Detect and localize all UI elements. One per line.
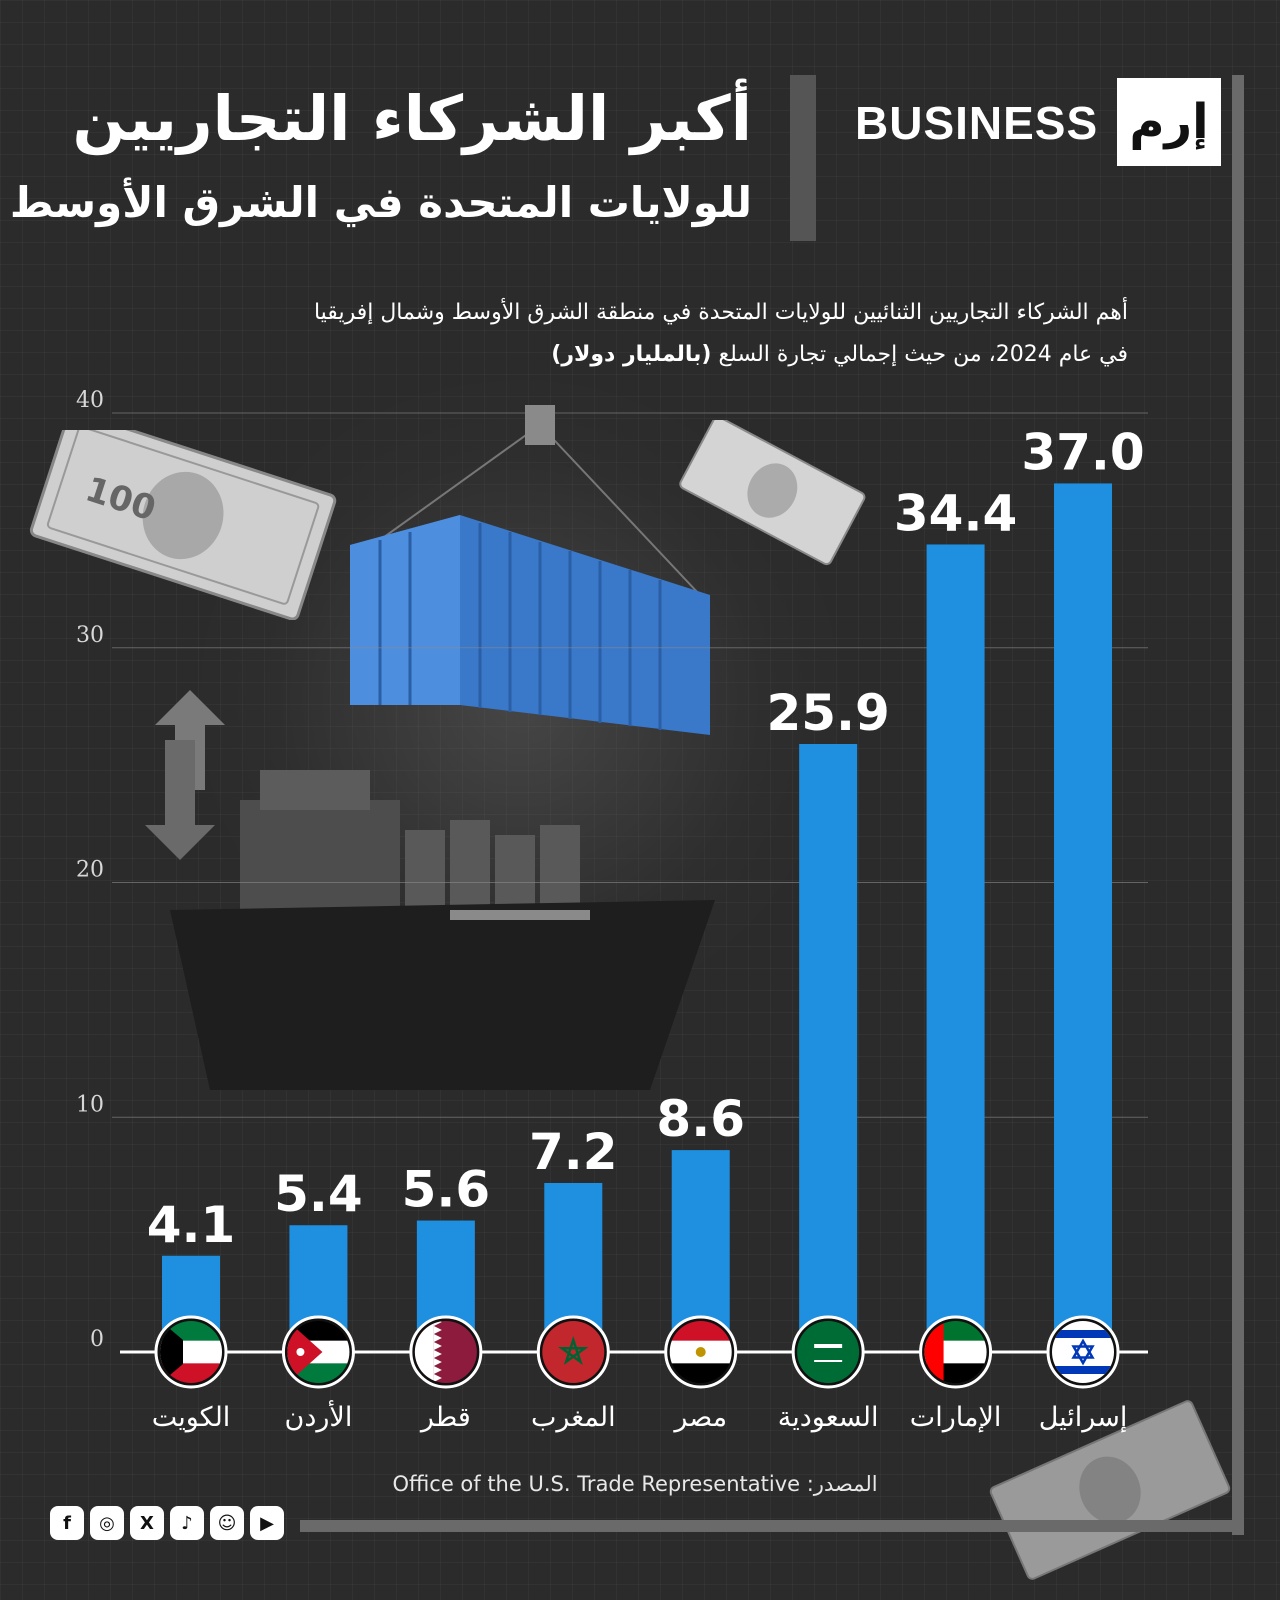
description-unit: (بالمليار دولار) [551, 342, 712, 367]
cargo-ship-illustration [170, 770, 715, 1090]
description-line-2: في عام 2024، من حيث إجمالي تجارة السلع (… [108, 334, 1128, 376]
x-tick-label: إسرائيل [1039, 1402, 1128, 1433]
data-label: 5.4 [274, 1165, 363, 1223]
bar [799, 743, 858, 1352]
x-tick-label: الأردن [285, 1399, 353, 1433]
facebook-icon[interactable]: f [50, 1506, 84, 1540]
x-icon[interactable]: X [130, 1506, 164, 1540]
x-tick-label: المغرب [531, 1402, 616, 1433]
y-tick-label: 20 [76, 858, 104, 883]
uae-flag [919, 1315, 993, 1389]
youtube-icon[interactable]: ▶ [250, 1506, 284, 1540]
description-line-2-text: في عام 2024، من حيث إجمالي تجارة السلع [711, 342, 1128, 367]
x-tick-label: الكويت [152, 1402, 231, 1433]
jordan-flag [281, 1315, 355, 1389]
frame-bottom [300, 1520, 1244, 1532]
banknote-illustration: 100 [29, 430, 337, 620]
morocco-flag [536, 1315, 610, 1389]
brand-name: BUSINESS [855, 97, 1099, 149]
y-tick-label: 30 [76, 623, 104, 648]
brand-logo: BUSINESS إرم [855, 78, 1225, 166]
y-tick-label: 10 [76, 1092, 104, 1117]
israel-flag [1046, 1315, 1120, 1389]
data-label: 37.0 [1021, 423, 1144, 481]
page-subtitle: للولايات المتحدة في الشرق الأوسط [9, 178, 752, 227]
data-label: 25.9 [766, 684, 889, 742]
data-label: 8.6 [656, 1090, 745, 1148]
tiktok-icon[interactable]: ♪ [170, 1506, 204, 1540]
bar [926, 544, 985, 1352]
data-label: 34.4 [894, 484, 1017, 542]
trade-arrows-illustration [145, 690, 225, 860]
frame-right [1232, 75, 1244, 1535]
source-note: المصدر: Office of the U.S. Trade Represe… [392, 1472, 878, 1496]
snapchat-icon[interactable]: ☺ [210, 1506, 244, 1540]
bar [1054, 483, 1113, 1352]
x-tick-label: مصر [672, 1402, 727, 1433]
header-divider [790, 75, 816, 241]
data-label: 5.6 [402, 1161, 491, 1219]
banknote-illustration-3 [989, 1400, 1231, 1580]
banknote-illustration-2 [679, 420, 866, 566]
social-links: f ◎ X ♪ ☺ ▶ [50, 1506, 284, 1540]
egypt-flag [664, 1315, 738, 1389]
saudi-flag [791, 1315, 865, 1389]
instagram-icon[interactable]: ◎ [90, 1506, 124, 1540]
chart-description: أهم الشركاء التجاريين الثنائيين للولايات… [108, 292, 1128, 376]
data-label: 7.2 [529, 1123, 618, 1181]
data-label: 4.1 [147, 1196, 236, 1254]
y-tick-label: 0 [90, 1327, 104, 1352]
y-tick-label: 40 [76, 388, 104, 413]
x-tick-label: السعودية [778, 1402, 879, 1433]
x-tick-label: قطر [419, 1402, 471, 1433]
x-tick-label: الإمارات [910, 1402, 1002, 1433]
brand-mark: إرم [1117, 78, 1221, 166]
shipping-container-illustration [350, 405, 710, 735]
description-line-1: أهم الشركاء التجاريين الثنائيين للولايات… [313, 300, 1128, 325]
qatar-flag [409, 1315, 483, 1389]
kuwait-flag [154, 1315, 228, 1389]
page-title: أكبر الشركاء التجاريين [72, 82, 752, 155]
